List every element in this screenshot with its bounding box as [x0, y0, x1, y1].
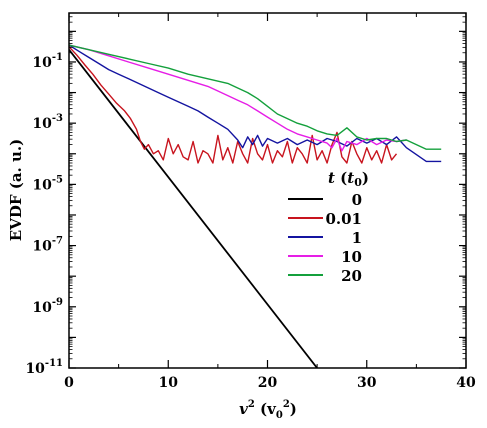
- x-axis-label: v2 (v02): [239, 399, 297, 421]
- y-tick-label: 10-5: [32, 174, 63, 193]
- legend-label: 10: [341, 248, 362, 266]
- x-tick-label: 40: [456, 375, 476, 391]
- legend-label: 1: [352, 229, 362, 247]
- y-axis-label: EVDF (a. u.): [7, 139, 25, 241]
- y-tick-label: 10-3: [32, 113, 63, 132]
- series-line-10: [69, 44, 407, 152]
- legend-label: 0.01: [325, 210, 362, 228]
- x-tick-label: 20: [258, 375, 278, 391]
- y-tick-label: 10-1: [32, 52, 63, 71]
- series-line-20: [69, 44, 442, 150]
- legend-label: 20: [341, 267, 362, 285]
- series-layer: [69, 44, 442, 368]
- x-tick-label: 10: [159, 375, 179, 391]
- y-tick-label: 10-11: [25, 358, 63, 377]
- legend-title: t (t0): [328, 169, 369, 189]
- x-tick-label: 0: [64, 375, 74, 391]
- x-tick-label: 30: [357, 375, 377, 391]
- y-tick-label: 10-9: [32, 297, 63, 316]
- series-line-0-01: [69, 46, 398, 164]
- y-tick-label: 10-7: [32, 236, 63, 255]
- legend-label: 0: [352, 191, 362, 209]
- series-line-0: [69, 49, 318, 368]
- plot-frame: [68, 12, 467, 369]
